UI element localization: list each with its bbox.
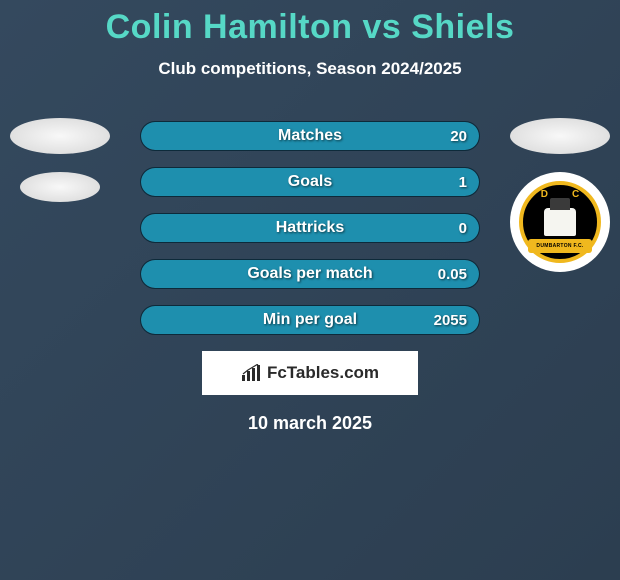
comparison-card: Colin Hamilton vs Shiels Club competitio… <box>0 0 620 434</box>
stats-bars: Matches20 Goals1 Hattricks0 Goals per match… <box>140 121 480 335</box>
stat-row: Matches20 <box>140 121 480 151</box>
stat-row: Goals per match0.05 <box>140 259 480 289</box>
stat-row: Goals1 <box>140 167 480 197</box>
stat-row: Min per goal2055 <box>140 305 480 335</box>
stat-value-right: 0.05 <box>438 260 467 288</box>
page-title: Colin Hamilton vs Shiels <box>0 8 620 47</box>
stat-label: Min per goal <box>141 306 479 334</box>
brand-text: FcTables.com <box>267 363 379 383</box>
badge-letter-d: D <box>541 189 548 200</box>
player-right-column: D C DUMBARTON F.C. <box>510 118 610 272</box>
player-right-club-badge: D C DUMBARTON F.C. <box>510 172 610 272</box>
elephant-icon <box>544 208 576 236</box>
dumbarton-badge-icon: D C DUMBARTON F.C. <box>519 181 601 263</box>
date-label: 10 march 2025 <box>0 413 620 434</box>
stat-label: Matches <box>141 122 479 150</box>
stat-label: Hattricks <box>141 214 479 242</box>
bar-chart-icon <box>241 364 261 382</box>
stat-row: Hattricks0 <box>140 213 480 243</box>
player-left-club-placeholder <box>20 172 100 202</box>
stat-value-right: 0 <box>459 214 467 242</box>
brand-attribution[interactable]: FcTables.com <box>202 351 418 395</box>
badge-banner-text: DUMBARTON F.C. <box>528 239 592 253</box>
stat-label: Goals per match <box>141 260 479 288</box>
stat-value-right: 20 <box>450 122 467 150</box>
stat-value-right: 1 <box>459 168 467 196</box>
stat-label: Goals <box>141 168 479 196</box>
player-left-column <box>10 118 110 220</box>
player-left-avatar-placeholder <box>10 118 110 154</box>
badge-letter-c: C <box>572 189 579 200</box>
subtitle: Club competitions, Season 2024/2025 <box>0 59 620 79</box>
stat-value-right: 2055 <box>434 306 467 334</box>
player-right-avatar-placeholder <box>510 118 610 154</box>
